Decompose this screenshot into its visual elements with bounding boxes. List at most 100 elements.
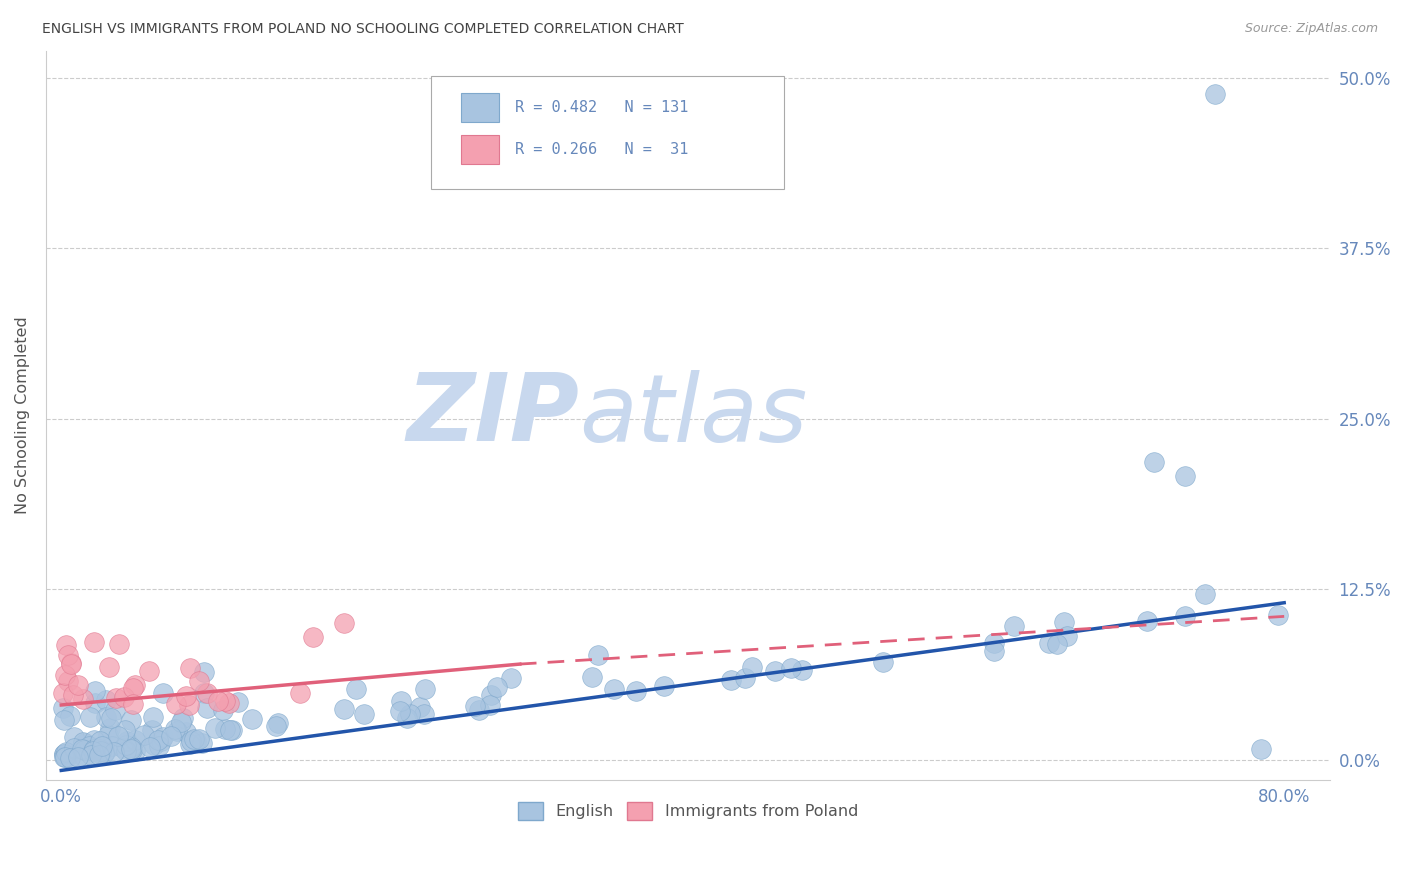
Point <box>59 751 82 765</box>
Point <box>60 656 83 670</box>
Point <box>720 673 742 687</box>
Point <box>70 742 93 756</box>
Point <box>1174 608 1197 623</box>
Text: ENGLISH VS IMMIGRANTS FROM POLAND NO SCHOOLING COMPLETED CORRELATION CHART: ENGLISH VS IMMIGRANTS FROM POLAND NO SCH… <box>42 22 683 37</box>
Point <box>1250 741 1272 756</box>
Point <box>114 723 136 737</box>
Point <box>52 686 75 700</box>
Point <box>111 740 134 755</box>
Point <box>62 730 84 744</box>
Point <box>172 711 194 725</box>
Point <box>90 739 112 753</box>
Point <box>1194 587 1216 601</box>
FancyBboxPatch shape <box>461 135 499 164</box>
Text: ZIP: ZIP <box>406 369 579 461</box>
Point <box>89 747 111 762</box>
Point <box>221 723 243 737</box>
Point <box>413 681 436 696</box>
Point <box>165 722 187 736</box>
Point <box>188 673 211 688</box>
Point <box>67 678 90 692</box>
Point <box>56 673 79 688</box>
Point <box>741 660 763 674</box>
Point <box>90 747 112 761</box>
Point <box>62 688 84 702</box>
Point <box>149 733 172 747</box>
Point <box>60 657 83 671</box>
Point <box>53 747 76 762</box>
Point <box>73 735 96 749</box>
Point <box>193 686 215 700</box>
Point <box>55 750 77 764</box>
Point <box>395 710 418 724</box>
Point <box>121 681 143 695</box>
Point <box>98 721 121 735</box>
Point <box>53 750 76 764</box>
Point <box>586 648 609 663</box>
Point <box>177 698 200 712</box>
Point <box>148 739 170 753</box>
Point <box>122 697 145 711</box>
Point <box>214 723 236 737</box>
Point <box>107 637 129 651</box>
Point <box>79 710 101 724</box>
Point <box>264 719 287 733</box>
Point <box>353 707 375 722</box>
Point <box>626 684 648 698</box>
Point <box>89 742 111 756</box>
Point <box>1143 455 1166 469</box>
Point <box>212 703 235 717</box>
Point <box>83 635 105 649</box>
Point <box>98 660 121 674</box>
Point <box>120 740 142 755</box>
Point <box>124 678 146 692</box>
Point <box>166 724 188 739</box>
Point <box>67 750 90 764</box>
Point <box>1174 469 1197 483</box>
Point <box>389 694 412 708</box>
Point <box>115 738 138 752</box>
Point <box>1046 636 1069 650</box>
Point <box>180 734 202 748</box>
Point <box>333 616 356 631</box>
Point <box>478 698 501 712</box>
Point <box>90 744 112 758</box>
Point <box>468 702 491 716</box>
Point <box>73 742 96 756</box>
Point <box>84 684 107 698</box>
Point <box>94 693 117 707</box>
Point <box>388 705 411 719</box>
Point <box>183 731 205 746</box>
Point <box>120 742 142 756</box>
Point <box>72 691 94 706</box>
Point <box>72 735 94 749</box>
Point <box>52 747 75 761</box>
Point <box>53 750 76 764</box>
Point <box>1136 614 1159 628</box>
Point <box>124 744 146 758</box>
Point <box>84 696 107 710</box>
Point <box>486 680 509 694</box>
Point <box>1267 607 1289 622</box>
Point <box>1056 629 1078 643</box>
Point <box>143 738 166 752</box>
Point <box>207 694 229 708</box>
Point <box>479 688 502 702</box>
Point <box>141 723 163 737</box>
Point <box>288 686 311 700</box>
Point <box>138 665 160 679</box>
Point <box>983 643 1005 657</box>
Point <box>52 701 75 715</box>
Point <box>1002 619 1025 633</box>
Point <box>53 713 76 727</box>
Y-axis label: No Schooling Completed: No Schooling Completed <box>15 317 30 514</box>
Point <box>652 679 675 693</box>
Point <box>82 743 104 757</box>
Point <box>142 709 165 723</box>
Point <box>100 739 122 753</box>
Point <box>218 697 240 711</box>
Point <box>73 749 96 764</box>
Point <box>77 739 100 753</box>
Point <box>115 744 138 758</box>
FancyBboxPatch shape <box>432 76 785 189</box>
